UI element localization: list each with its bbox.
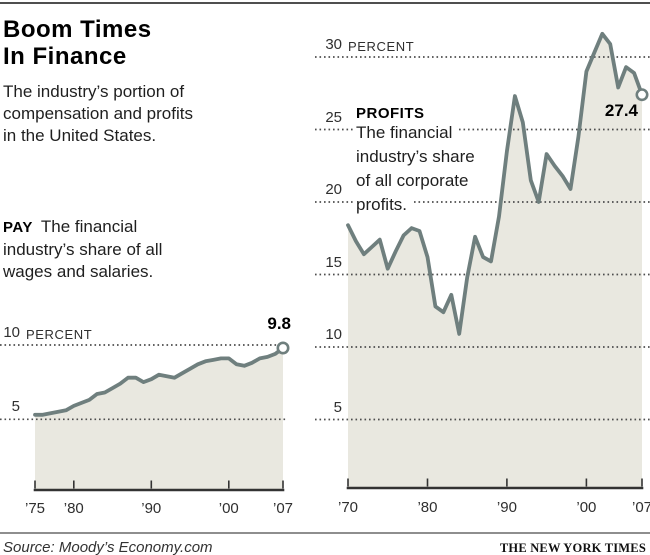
subtitle: The industry’s portion of compensation a… xyxy=(3,81,193,147)
profits-desc-line: profits. xyxy=(353,194,480,218)
profits-desc-text: industry’s share xyxy=(353,146,480,170)
end-marker xyxy=(276,341,290,355)
gridline-value-label: 30 xyxy=(325,36,342,53)
gridline-value-label: 15 xyxy=(325,253,342,271)
pay-end-value: 9.8 xyxy=(267,314,291,333)
title-line-1: Boom Times xyxy=(3,16,152,43)
data-line xyxy=(33,346,285,417)
subtitle-line: The industry’s portion of xyxy=(3,82,185,101)
end-marker xyxy=(635,88,649,102)
data-line xyxy=(346,31,644,336)
source-credit: Source: Moody’s Economy.com xyxy=(3,539,213,555)
unit-label: PERCENT xyxy=(26,327,93,342)
top-rule xyxy=(0,2,650,4)
x-tick-label: ’80 xyxy=(63,500,84,517)
gridline-value-label: 10 xyxy=(3,324,20,341)
profits-desc-line: The financial xyxy=(353,122,480,146)
publisher-credit: THE NEW YORK TIMES xyxy=(499,541,646,555)
pay-desc-line: wages and salaries. xyxy=(3,262,154,281)
x-tick-label: ’07 xyxy=(272,500,294,517)
bottom-rule xyxy=(0,532,650,534)
profits-desc-text: The financial xyxy=(353,122,458,146)
unit-label: PERCENT xyxy=(348,39,415,54)
pay-kicker: PAY xyxy=(3,219,33,236)
profits-series-label: PROFITS The financial industry’s share o… xyxy=(353,103,480,218)
pay-chart xyxy=(0,341,290,492)
pay-desc-line: industry’s share of all xyxy=(3,240,163,259)
profits-kicker-line: PROFITS xyxy=(353,103,480,125)
subtitle-line: compensation and profits xyxy=(3,104,193,123)
pay-label-line: PAY The financial xyxy=(3,216,162,239)
title-line-2: In Finance xyxy=(3,43,127,70)
x-tick-label: ’00 xyxy=(218,500,239,517)
profits-desc-text: profits. xyxy=(353,194,413,218)
profits-desc-line: industry’s share xyxy=(353,146,480,170)
pay-series-label: PAY The financial industry’s share of all… xyxy=(3,216,162,283)
area-fill xyxy=(348,33,642,489)
profits-end-value: 27.4 xyxy=(604,101,638,120)
subtitle-line: in the United States. xyxy=(3,126,157,145)
x-tick-label: ’00 xyxy=(576,499,597,516)
profits-kicker: PROFITS xyxy=(353,104,430,125)
x-tick-label: ’07 xyxy=(631,499,650,516)
gridline-value-label: 5 xyxy=(333,398,342,416)
x-tick-label: ’90 xyxy=(496,499,517,516)
gridline-value-label: 5 xyxy=(11,398,20,416)
gridline-value-label: 10 xyxy=(325,326,342,343)
x-tick-label: ’75 xyxy=(24,500,46,517)
x-tick-label: ’70 xyxy=(337,499,359,516)
gridline-value-label: 20 xyxy=(325,181,342,198)
x-tick-label: ’90 xyxy=(141,500,162,517)
gridline-value-label: 25 xyxy=(325,108,342,126)
profits-chart xyxy=(315,31,650,490)
page-title: Boom Times In Finance xyxy=(3,16,152,70)
pay-desc-line: The financial xyxy=(40,217,138,236)
x-tick-label: ’80 xyxy=(417,499,438,516)
profits-desc-line: of all corporate xyxy=(353,170,480,194)
profits-desc-text: of all corporate xyxy=(353,170,474,194)
